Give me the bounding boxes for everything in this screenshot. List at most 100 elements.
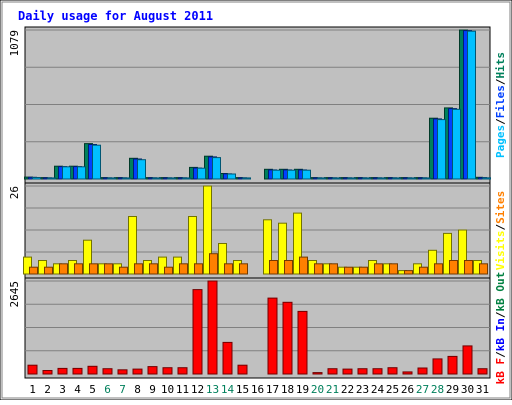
bar-sites xyxy=(479,263,488,275)
bar-pages xyxy=(437,119,446,180)
x-tick-label: 23 xyxy=(356,383,369,396)
bar-sites xyxy=(134,263,143,275)
legend: Visits/Sites xyxy=(494,191,507,271)
x-tick-label: 24 xyxy=(371,383,385,396)
bar-pages xyxy=(242,177,251,180)
bar-kb-f xyxy=(237,364,248,375)
x-tick-label: 30 xyxy=(461,383,474,396)
x-tick-label: 13 xyxy=(206,383,219,396)
bar-visits xyxy=(128,216,137,275)
legend-item: kB Out xyxy=(494,272,507,312)
bar-sites xyxy=(284,260,293,275)
x-tick-label: 7 xyxy=(119,383,126,396)
bar-kb-f xyxy=(447,355,458,375)
bar-visits xyxy=(293,212,302,275)
bar-pages xyxy=(317,177,326,180)
bar-sites xyxy=(224,263,233,275)
legend-text: Pages/Files/Hits xyxy=(494,52,507,158)
bar-sites xyxy=(149,263,158,275)
bar-visits xyxy=(263,219,272,275)
bar-kb-f xyxy=(402,371,413,375)
bar-sites xyxy=(104,263,113,275)
bar-sites xyxy=(164,266,173,275)
bar-pages xyxy=(167,177,176,180)
legend-separator: / xyxy=(494,78,507,85)
bar-kb-f xyxy=(177,367,188,375)
bar-pages xyxy=(137,159,146,180)
bar-kb-f xyxy=(417,367,428,375)
bar-pages xyxy=(407,177,416,180)
bar-kb-f xyxy=(162,367,173,375)
legend: kB F/kB In/kB Out xyxy=(494,272,507,385)
panel-kbf-kbin-kbout: 2645 kB F/kB In/kB Out xyxy=(8,272,507,385)
legend-item: kB F xyxy=(494,358,507,385)
bar-pages xyxy=(272,169,281,180)
bar-kb-f xyxy=(27,364,38,375)
bar-visits xyxy=(23,256,32,275)
bar-kb-f xyxy=(477,368,488,375)
x-tick-label: 15 xyxy=(236,383,249,396)
y-max-label: 1079 xyxy=(8,30,21,57)
bar-pages xyxy=(332,177,341,180)
x-axis-labels: 1 2 3 4 5 6 7 8 9 10 11 12 13 14 15 16 17 18 19 20 21 22 23 24 2… xyxy=(29,383,489,396)
bar-kb-f xyxy=(432,358,443,375)
bar-kb-f xyxy=(327,368,338,375)
bar-pages xyxy=(152,177,161,180)
bar-pages xyxy=(47,177,56,180)
bar-pages xyxy=(107,177,116,180)
bar-kb-f xyxy=(222,341,233,375)
x-tick-label: 16 xyxy=(251,383,264,396)
bar-kb-f xyxy=(462,345,473,375)
bar-pages xyxy=(377,177,386,180)
bar-sites xyxy=(374,263,383,275)
bar-kb-f xyxy=(132,368,143,375)
x-tick-label: 4 xyxy=(74,383,81,396)
x-tick-label: 6 xyxy=(104,383,111,396)
legend-item: Files xyxy=(494,85,507,118)
bar-visits xyxy=(83,239,92,275)
bar-pages xyxy=(452,108,461,180)
legend-item: Sites xyxy=(494,191,507,224)
legend-text: Visits/Sites xyxy=(494,191,507,271)
x-tick-label: 14 xyxy=(221,383,235,396)
bar-pages xyxy=(302,169,311,180)
bar-kb-f xyxy=(282,301,293,375)
x-tick-label: 26 xyxy=(401,383,414,396)
x-tick-label: 9 xyxy=(149,383,156,396)
bar-kb-f xyxy=(147,366,158,375)
bar-sites xyxy=(389,263,398,275)
legend: Pages/Files/Hits xyxy=(494,52,507,158)
y-max-label: 26 xyxy=(8,186,21,199)
y-max-label: 2645 xyxy=(8,281,21,308)
bar-visits xyxy=(158,256,167,275)
bar-pages xyxy=(92,144,101,180)
bar-sites xyxy=(359,266,368,275)
bar-kb-f xyxy=(267,297,278,375)
legend-item: Hits xyxy=(494,52,507,79)
bar-sites xyxy=(269,260,278,275)
bar-sites xyxy=(44,266,53,275)
bar-sites xyxy=(89,263,98,275)
legend-separator: / xyxy=(494,224,507,231)
x-tick-label: 19 xyxy=(296,383,309,396)
x-tick-label: 22 xyxy=(341,383,354,396)
x-tick-label: 8 xyxy=(134,383,141,396)
bar-kb-f xyxy=(312,372,323,375)
bar-kb-f xyxy=(87,365,98,375)
bar-sites xyxy=(449,260,458,275)
x-tick-label: 17 xyxy=(266,383,279,396)
bar-kb-f xyxy=(192,289,203,375)
chart-inner-border xyxy=(1,1,511,399)
x-tick-label: 29 xyxy=(446,383,459,396)
bar-pages xyxy=(212,157,221,180)
bar-sites xyxy=(239,263,248,275)
bar-sites xyxy=(464,260,473,275)
bar-kb-f xyxy=(207,280,218,375)
bar-visits xyxy=(428,249,437,275)
bar-sites xyxy=(419,266,428,275)
legend-item: kB In xyxy=(494,318,507,351)
legend-text: kB F/kB In/kB Out xyxy=(494,272,507,385)
bar-kb-f xyxy=(102,368,113,375)
bar-pages xyxy=(482,177,491,180)
